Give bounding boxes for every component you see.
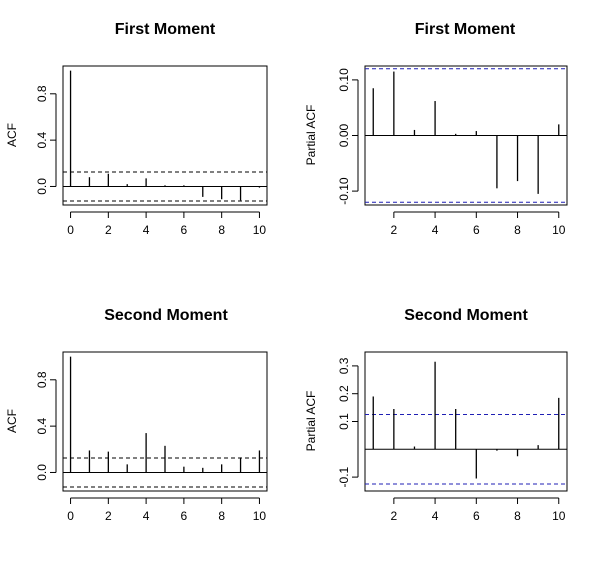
x-tick-label: 6	[473, 509, 480, 523]
plot-frame	[364, 351, 568, 492]
x-tick-label: 2	[391, 223, 398, 237]
x-tick-label: 6	[181, 223, 188, 237]
y-axis-label: Partial ACF	[304, 391, 318, 452]
x-tick-label: 4	[432, 509, 439, 523]
y-axis-label: ACF	[5, 409, 19, 433]
x-tick-label: 2	[105, 223, 112, 237]
x-tick-label: 10	[552, 223, 566, 237]
y-tick-label: 0.8	[35, 85, 49, 102]
x-tick-label: 0	[67, 223, 74, 237]
x-tick-label: 10	[552, 509, 566, 523]
x-tick-label: 6	[181, 509, 188, 523]
y-tick-label: 0.00	[337, 123, 351, 147]
panel-title: Second Moment	[104, 307, 228, 324]
y-tick-label: 0.3	[337, 357, 351, 374]
y-tick-label: 0.8	[35, 371, 49, 388]
x-tick-label: 8	[218, 509, 225, 523]
panel-first-moment-pacf: First Moment Partial ACF 2 4 6 8 10 -0.10 0.00…	[304, 21, 568, 237]
y-tick-label: 0.4	[35, 131, 49, 148]
x-tick-label: 8	[218, 223, 225, 237]
panel-title: First Moment	[415, 21, 516, 38]
x-tick-label: 10	[253, 223, 267, 237]
x-tick-label: 8	[514, 509, 521, 523]
x-tick-label: 4	[143, 509, 150, 523]
panel-title: First Moment	[115, 21, 216, 38]
x-tick-label: 2	[391, 509, 398, 523]
x-tick-label: 2	[105, 509, 112, 523]
x-tick-label: 0	[67, 509, 74, 523]
panel-title: Second Moment	[404, 307, 528, 324]
y-tick-label: 0.4	[35, 417, 49, 434]
plot-frame	[62, 351, 268, 492]
y-tick-label: 0.0	[35, 464, 49, 481]
y-tick-label: 0.2	[337, 385, 351, 402]
x-tick-label: 6	[473, 223, 480, 237]
plot-area: 0 2 4 6 8 10 0.0 0.4 0.8	[35, 351, 268, 523]
y-tick-label: -0.1	[337, 466, 351, 487]
y-tick-label: -0.10	[337, 177, 351, 205]
x-tick-label: 4	[432, 223, 439, 237]
y-tick-label: 0.1	[337, 413, 351, 430]
panel-second-moment-acf: Second Moment ACF 0 2 4 6 8 10 0.0 0.4 0.8	[5, 307, 268, 523]
plot-area: 2 4 6 8 10 -0.10 0.00 0.10	[337, 65, 568, 237]
y-tick-label: 0.10	[337, 68, 351, 92]
y-axis-label: ACF	[5, 123, 19, 147]
y-tick-label: 0.0	[35, 178, 49, 195]
panel-first-moment-acf: First Moment ACF 0 2 4 6 8 10 0.0 0.4 0.8	[5, 21, 268, 237]
y-axis-label: Partial ACF	[304, 105, 318, 166]
x-tick-label: 8	[514, 223, 521, 237]
plot-area: 2 4 6 8 10 -0.1 0.1 0.2 0.3	[337, 351, 568, 523]
panel-second-moment-pacf: Second Moment Partial ACF 2 4 6 8 10 -0.1 0.1 0…	[304, 307, 568, 523]
plot-area: 0 2 4 6 8 10 0.0 0.4 0.8	[35, 65, 268, 237]
x-tick-label: 4	[143, 223, 150, 237]
x-tick-label: 10	[253, 509, 267, 523]
plot-frame	[62, 65, 268, 206]
